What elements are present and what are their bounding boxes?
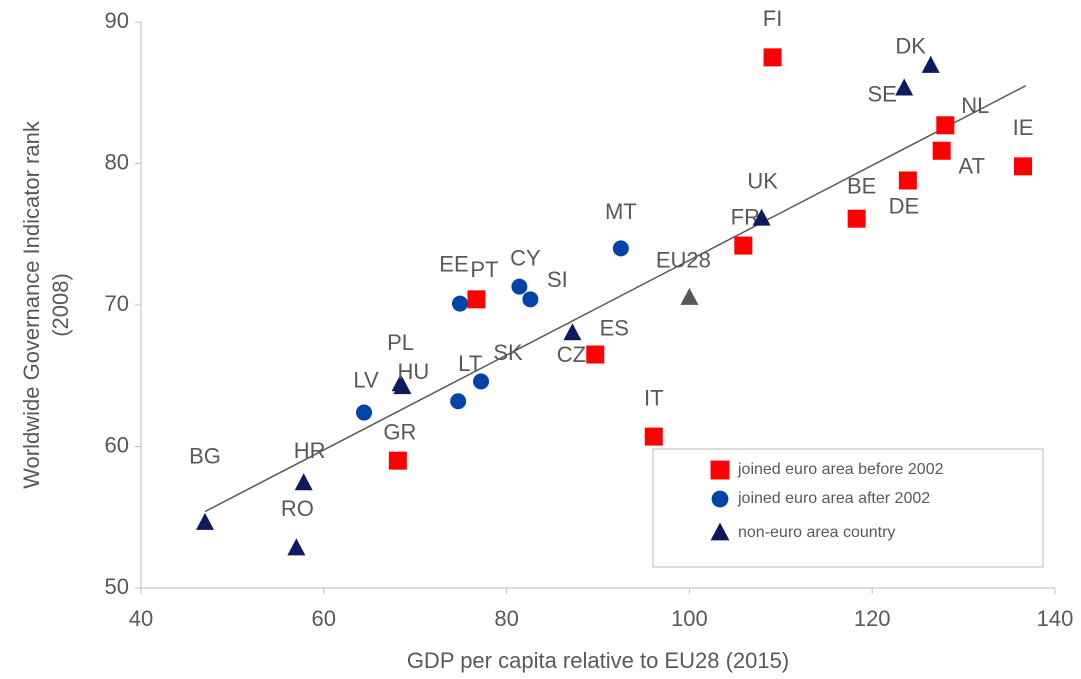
point-label: SE — [868, 81, 897, 106]
point — [287, 538, 306, 556]
point-label: CY — [510, 245, 541, 270]
point — [522, 291, 539, 308]
legend-marker — [710, 522, 730, 541]
point-label: PL — [387, 330, 414, 355]
x-tick-label: 40 — [129, 606, 153, 631]
point — [195, 512, 214, 530]
legend-label: non-euro area country — [738, 524, 895, 541]
x-tick-label: 120 — [854, 606, 891, 631]
legend-label: joined euro area before 2002 — [737, 461, 944, 478]
point-label: MT — [605, 199, 637, 224]
x-tick-label: 60 — [312, 606, 336, 631]
x-tick-label: 80 — [494, 606, 518, 631]
point-label: IE — [1013, 115, 1034, 140]
y-tick-label: 90 — [105, 8, 129, 33]
y-axis-title: Worldwide Governance Indicator rank — [19, 120, 44, 489]
point-label: UK — [747, 168, 778, 193]
x-tick-label: 100 — [671, 606, 708, 631]
y-tick-label: 70 — [105, 291, 129, 316]
legend-marker — [711, 490, 729, 508]
point — [294, 473, 313, 491]
point-label: GR — [383, 419, 416, 444]
point — [921, 55, 940, 73]
point — [473, 373, 490, 390]
point-label: LT — [458, 351, 482, 376]
point-label: SK — [493, 340, 523, 365]
point — [451, 295, 468, 312]
y-tick-label: 80 — [105, 149, 129, 174]
point — [644, 427, 663, 446]
point-label: DE — [889, 193, 920, 218]
point — [932, 141, 951, 160]
point-label: RO — [281, 496, 314, 521]
point — [356, 404, 373, 421]
y-axis-title: (2008) — [48, 273, 73, 337]
point — [936, 116, 955, 135]
x-axis-title: GDP per capita relative to EU28 (2015) — [407, 648, 789, 673]
point-label: BE — [847, 173, 876, 198]
point-label: HU — [398, 359, 430, 384]
point — [752, 208, 771, 226]
point — [612, 240, 629, 257]
x-tick-label: 140 — [1037, 606, 1074, 631]
point-label: ES — [600, 315, 629, 340]
point — [563, 323, 582, 341]
point — [1014, 157, 1033, 176]
point — [388, 451, 407, 470]
point-label: LV — [353, 367, 379, 392]
point-label: AT — [958, 154, 984, 179]
y-tick-label: 50 — [105, 574, 129, 599]
point — [511, 278, 528, 295]
y-tick-label: 60 — [105, 432, 129, 457]
point — [586, 345, 605, 364]
point — [450, 393, 467, 410]
point-label: EE — [439, 251, 468, 276]
point-label: CZ — [557, 342, 586, 367]
point-label: BG — [189, 444, 221, 469]
point-label: PT — [470, 257, 498, 282]
point — [734, 236, 753, 255]
point-label: NL — [961, 93, 989, 118]
point — [847, 209, 866, 228]
point — [393, 377, 412, 395]
point-label: IT — [644, 385, 664, 410]
point-label: SI — [547, 267, 568, 292]
point-label: EU28 — [656, 248, 711, 273]
point — [895, 78, 914, 96]
point — [898, 171, 917, 190]
point — [680, 287, 699, 305]
point-label: DK — [895, 34, 926, 59]
point — [763, 48, 782, 67]
legend-label: joined euro area after 2002 — [737, 490, 930, 507]
point-label: FI — [763, 6, 783, 31]
point-label: HR — [294, 438, 326, 463]
trendline — [204, 85, 1027, 513]
point — [467, 290, 486, 309]
legend-marker — [710, 460, 730, 480]
